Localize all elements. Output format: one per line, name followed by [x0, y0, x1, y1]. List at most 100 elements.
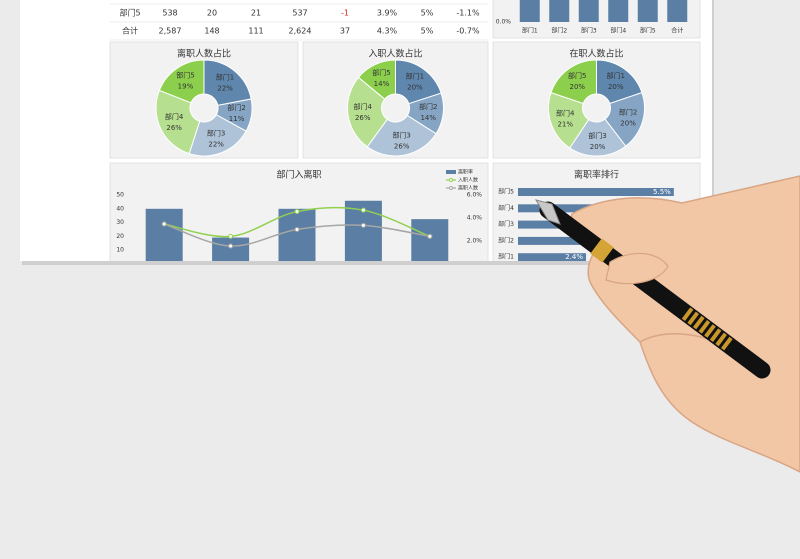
table-cell: -0.7%	[456, 27, 480, 36]
table-cell: 111	[248, 27, 263, 36]
legend-marker	[449, 186, 453, 190]
donut-slice	[596, 59, 643, 105]
value-label: 5.5%	[653, 188, 671, 196]
hand-with-pen	[534, 175, 800, 473]
slice-value: 21%	[557, 121, 573, 129]
slice-label: 部门4	[165, 112, 184, 121]
bar	[411, 219, 449, 261]
point	[360, 207, 366, 213]
table-cell: 21	[251, 9, 261, 18]
pen-nib	[534, 199, 561, 225]
chart-title: 入职人数占比	[368, 48, 422, 60]
table-cell: 537	[292, 9, 307, 18]
slice-label: 部门4	[556, 109, 575, 118]
slice-value: 19%	[178, 83, 194, 91]
legend-swatch	[446, 170, 456, 174]
y-tick-label: 0.0%	[496, 19, 512, 26]
bar	[518, 236, 601, 245]
slice-value: 11%	[229, 115, 245, 123]
donut-slice	[548, 91, 590, 149]
slice-label: 部门5	[176, 71, 194, 80]
table-cell: 3.9%	[377, 9, 398, 18]
slice-value: 20%	[569, 83, 585, 91]
slice-label: 部门4	[354, 102, 373, 111]
y-tick-label: 部门1	[498, 253, 514, 261]
chart-title: 离职人数占比	[177, 48, 231, 60]
bar	[518, 253, 586, 261]
legend-label: 入职人数	[458, 177, 478, 184]
x-tick-label: 部门2	[551, 27, 567, 35]
bar	[518, 188, 674, 196]
x-tick-label: 部门4	[610, 27, 626, 35]
table-cell: 2,587	[159, 27, 182, 36]
chart-title: 离职率排行	[574, 169, 619, 181]
slice-value: 14%	[374, 80, 390, 88]
y2-tick-label: 2.0%	[467, 238, 483, 245]
donut-slice	[395, 59, 442, 105]
table-cell: 5%	[421, 27, 434, 36]
slice-label: 部门1	[606, 71, 624, 80]
thumb	[605, 252, 669, 285]
bar	[578, 0, 599, 23]
table-cell: 4.3%	[377, 27, 398, 36]
y-tick-label: 20	[116, 233, 124, 240]
bar	[667, 0, 688, 23]
slice-value: 26%	[166, 124, 182, 132]
point	[427, 233, 433, 239]
y-tick-label: 50	[116, 192, 124, 199]
donut-slice	[188, 114, 247, 157]
x-tick-label: 部门3	[581, 27, 597, 35]
point	[360, 222, 366, 228]
donut-slice	[347, 76, 388, 148]
bar	[549, 0, 570, 22]
bar	[212, 237, 250, 261]
slice-label: 部门3	[392, 130, 410, 139]
table-cell: 20	[207, 9, 217, 18]
y-tick-label: 部门2	[498, 236, 514, 244]
donut-slice	[203, 59, 252, 106]
slice-label: 部门2	[227, 103, 245, 112]
table-cell: 148	[204, 27, 219, 36]
donut-slice	[604, 91, 645, 147]
slice-label: 部门2	[419, 102, 437, 111]
table-cell: -1	[341, 9, 349, 18]
slice-label: 部门3	[588, 131, 606, 140]
slice-value: 26%	[394, 142, 410, 150]
x-tick-label: 部门1	[522, 27, 538, 35]
donut-slice	[158, 59, 205, 104]
point	[228, 243, 234, 249]
donut-slice	[569, 118, 627, 157]
hand	[570, 175, 800, 473]
table-cell: -1.1%	[456, 9, 480, 18]
point	[294, 227, 300, 232]
bar	[278, 208, 316, 261]
pen-band	[590, 238, 614, 263]
slice-value: 14%	[420, 114, 436, 122]
y2-tick-label: 6.0%	[467, 192, 483, 199]
table-cell: 合计	[122, 26, 138, 36]
donut-slice	[155, 89, 201, 155]
slice-value: 22%	[208, 141, 224, 149]
slice-label: 部门1	[406, 71, 424, 80]
pen-clip	[681, 307, 735, 352]
slice-label: 部门2	[619, 108, 637, 117]
slice-value: 22%	[217, 85, 233, 93]
table-cell: 538	[162, 9, 177, 18]
y-tick-label: 10	[116, 247, 124, 254]
y-tick-label: 部门4	[498, 204, 514, 212]
table-cell: 37	[340, 27, 350, 36]
y-tick-label: 40	[116, 205, 124, 212]
x-tick-label: 合计	[671, 27, 683, 35]
x-tick-label: 部门5	[640, 27, 656, 35]
bar	[519, 0, 540, 23]
bar	[637, 0, 658, 22]
donut-slice	[357, 59, 396, 100]
slice-label: 部门3	[207, 129, 225, 138]
table-cell: 部门5	[119, 8, 140, 18]
table-cell: 5%	[421, 9, 434, 18]
table-cell: 2,624	[289, 27, 312, 36]
y2-tick-label: 4.0%	[467, 215, 483, 222]
y-tick-label: 部门5	[498, 188, 514, 196]
y-tick-label: 30	[116, 219, 124, 226]
